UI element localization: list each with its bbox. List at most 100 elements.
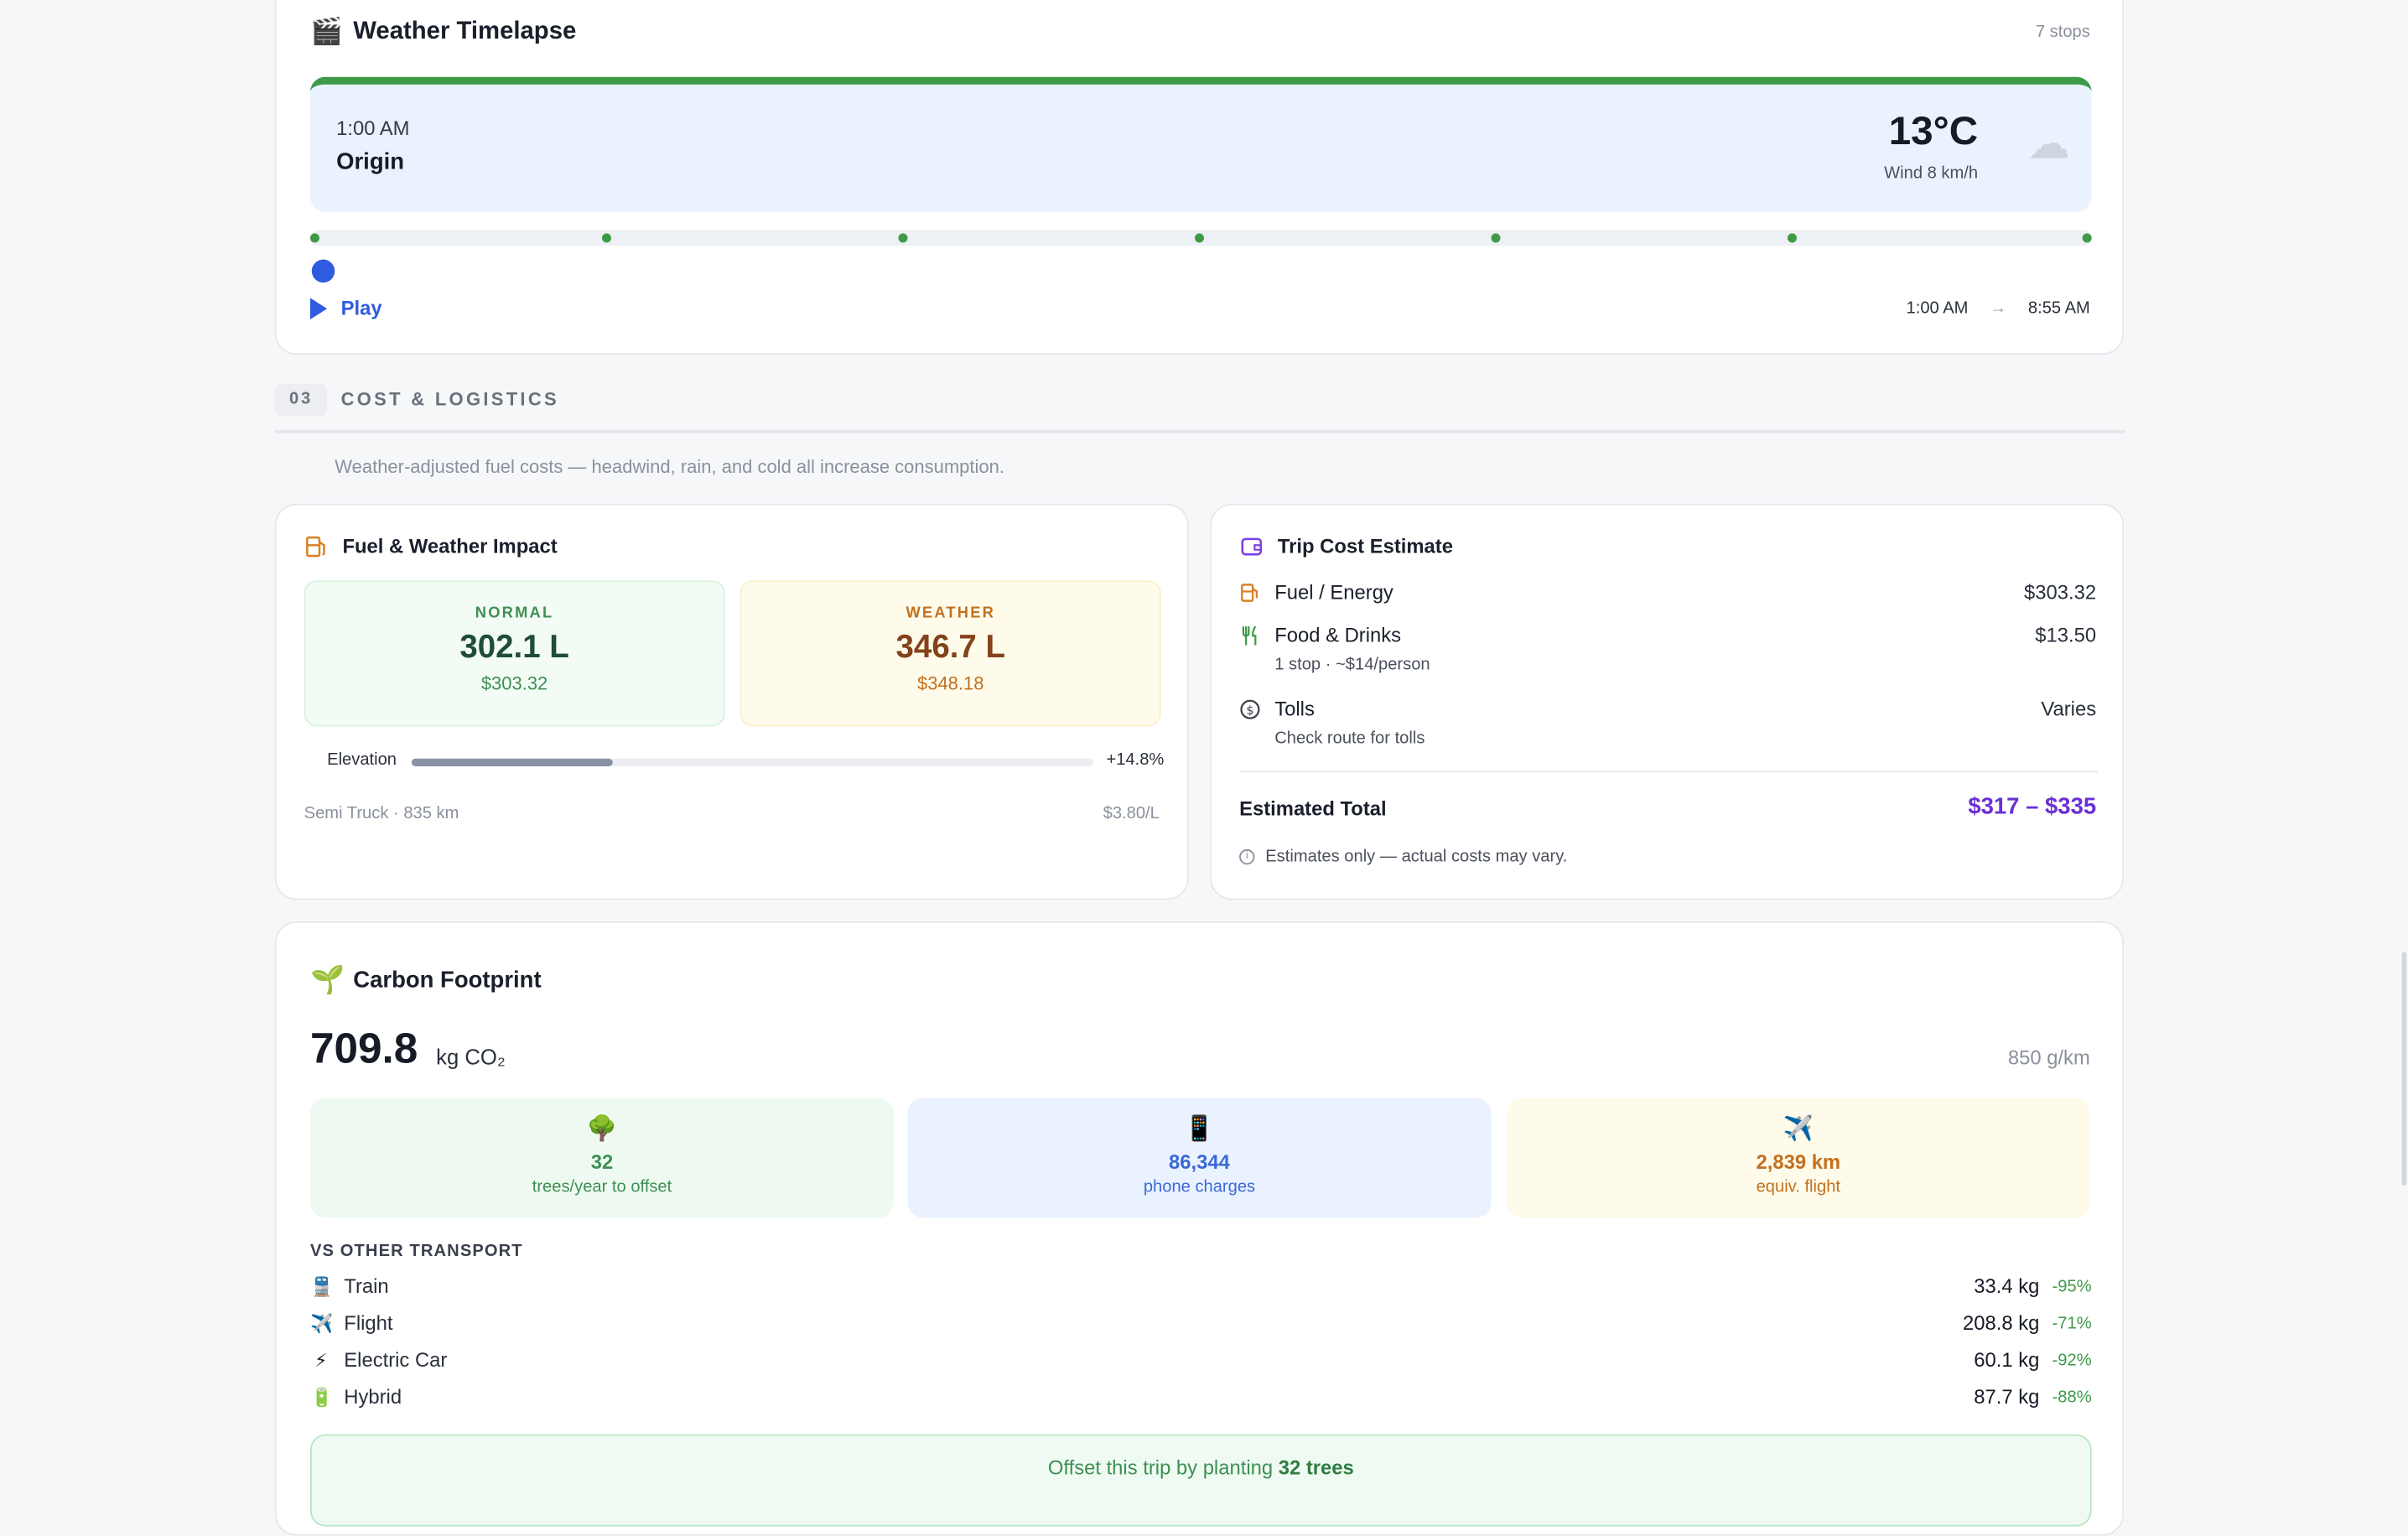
offset-trees: 32 trees [1278, 1456, 1354, 1479]
equivalent-label: equiv. flight [1756, 1177, 1841, 1196]
section-number: 03 [274, 383, 328, 417]
phone-charges-equivalent: 📱 86,344 phone charges [907, 1098, 1492, 1218]
current-time: 1:00 AM [336, 117, 410, 140]
wallet-icon [1241, 537, 1263, 556]
scrollbar-thumb[interactable] [2401, 952, 2407, 1186]
stop-marker[interactable] [309, 233, 319, 243]
equivalent-value: 2,839 km [1756, 1149, 1841, 1174]
elevation-bar [411, 758, 1094, 766]
arrow-right-icon: → [1990, 299, 2007, 319]
battery-icon: 🔋 [309, 1386, 334, 1409]
offset-text: Offset this trip by planting [1047, 1456, 1279, 1479]
transport-kg: 87.7 kg [1974, 1385, 2040, 1409]
equivalent-label: trees/year to offset [532, 1177, 672, 1196]
stop-marker[interactable] [1491, 233, 1501, 243]
time-range: 1:00 AM → 8:55 AM [1907, 299, 2090, 318]
airplane-icon: ✈️ [1783, 1116, 1814, 1143]
cost-item-value: $303.32 [2024, 580, 2097, 604]
transport-diff: -95% [2052, 1277, 2092, 1296]
transport-diff: -92% [2052, 1351, 2092, 1370]
stop-marker[interactable] [1787, 233, 1797, 243]
trees-equivalent: 🌳 32 trees/year to offset [309, 1098, 894, 1218]
equivalent-label: phone charges [1143, 1177, 1256, 1196]
cost-item-name: Fuel / Energy [1274, 580, 1393, 604]
timeline-scrubber-handle[interactable] [311, 259, 335, 283]
section-description: Weather-adjusted fuel costs — headwind, … [335, 455, 1004, 478]
equivalent-value: 32 [590, 1149, 614, 1174]
cost-item-value: Varies [2041, 697, 2097, 721]
estimated-total-value: $317 – $335 [1968, 793, 2097, 821]
cost-item-detail: Check route for tolls [1274, 729, 1425, 748]
stop-marker[interactable] [601, 233, 611, 243]
transport-diff: -88% [2052, 1388, 2092, 1407]
divider [1239, 771, 2098, 773]
vehicle-distance: Semi Truck · 835 km [304, 804, 459, 823]
cost-item-name: Tolls [1274, 697, 1315, 721]
flight-equivalent: ✈️ 2,839 km equiv. flight [1506, 1098, 2090, 1218]
normal-cost: $303.32 [480, 672, 548, 694]
weather-fuel-box: WEATHER 346.7 L $348.18 [740, 580, 1161, 727]
play-button[interactable]: Play [309, 296, 382, 319]
carbon-title: Carbon Footprint [353, 967, 542, 994]
start-time: 1:00 AM [1906, 299, 1969, 319]
stop-marker[interactable] [1194, 233, 1204, 243]
equivalent-value: 86,344 [1169, 1149, 1230, 1174]
weather-cost: $348.18 [917, 672, 984, 694]
wind-speed: Wind 8 km/h [1884, 163, 1979, 183]
elevation-bar-fill [411, 758, 614, 766]
weather-timelapse-card: 🎬 Weather Timelapse 7 stops 1:00 AM Orig… [274, 0, 2125, 355]
vs-transport-heading: VS OTHER TRANSPORT [309, 1242, 523, 1261]
svg-text:$: $ [1246, 704, 1253, 718]
elevation-label: Elevation [327, 750, 397, 770]
carbon-unit: kg CO₂ [436, 1044, 506, 1069]
transport-kg: 208.8 kg [1963, 1311, 2040, 1335]
transport-row: 🚆 Train 33.4 kg -95% [310, 1274, 2092, 1305]
weather-volume: 346.7 L [895, 629, 1005, 666]
fuel-card-title: Fuel & Weather Impact [342, 534, 558, 558]
play-icon [309, 297, 328, 319]
clapperboard-icon: 🎬 [309, 17, 343, 46]
carbon-total: 709.8 [309, 1024, 418, 1072]
fuel-price: $3.80/L [1103, 804, 1160, 823]
fuel-pump-icon [306, 536, 325, 558]
emission-rate: 850 g/km [2007, 1046, 2090, 1069]
tree-icon: 🌳 [586, 1116, 618, 1143]
fuel-pump-icon [1241, 584, 1258, 602]
info-icon: i [1239, 848, 1255, 865]
timelapse-title: Weather Timelapse [353, 18, 577, 45]
transport-name: Hybrid [344, 1385, 402, 1409]
normal-label: NORMAL [475, 605, 554, 622]
temperature: 13°C [1888, 107, 1979, 154]
elevation-percent: +14.8% [1106, 750, 1165, 770]
airplane-icon: ✈️ [309, 1313, 334, 1335]
current-place: Origin [336, 148, 405, 175]
estimated-total-label: Estimated Total [1239, 797, 1387, 821]
stops-count: 7 stops [2035, 23, 2090, 42]
weather-label: WEATHER [906, 605, 996, 622]
fuel-weather-card: Fuel & Weather Impact NORMAL 302.1 L $30… [274, 503, 1189, 900]
utensils-icon [1242, 625, 1257, 646]
stop-marker[interactable] [2082, 233, 2092, 243]
train-icon: 🚆 [309, 1276, 334, 1298]
trip-card-title: Trip Cost Estimate [1277, 534, 1453, 558]
transport-row: 🔋 Hybrid 87.7 kg -88% [310, 1385, 2092, 1416]
transport-kg: 60.1 kg [1974, 1348, 2040, 1372]
timeline-track[interactable] [309, 230, 2092, 246]
cost-item-value: $13.50 [2035, 623, 2097, 647]
offset-banner[interactable]: Offset this trip by planting 32 trees [309, 1434, 2092, 1527]
cloud-icon: ☁ [2027, 119, 2070, 168]
transport-row: ⚡ Electric Car 60.1 kg -92% [310, 1348, 2092, 1379]
cost-item-detail: 1 stop · ~$14/person [1274, 656, 1430, 675]
trip-cost-card: Trip Cost Estimate Fuel / Energy $303.32… [1210, 503, 2125, 900]
normal-volume: 302.1 L [459, 629, 569, 666]
cost-item-name: Food & Drinks [1274, 623, 1402, 647]
dollar-circle-icon: $ [1240, 699, 1260, 719]
current-stop-panel: 1:00 AM Origin 13°C Wind 8 km/h ☁ [309, 76, 2092, 212]
play-label: Play [340, 296, 382, 319]
transport-name: Electric Car [344, 1348, 448, 1372]
normal-fuel-box: NORMAL 302.1 L $303.32 [304, 580, 725, 727]
end-time: 8:55 AM [2027, 299, 2090, 319]
transport-diff: -71% [2052, 1314, 2092, 1333]
transport-row: ✈️ Flight 208.8 kg -71% [310, 1311, 2092, 1342]
stop-marker[interactable] [898, 233, 908, 243]
